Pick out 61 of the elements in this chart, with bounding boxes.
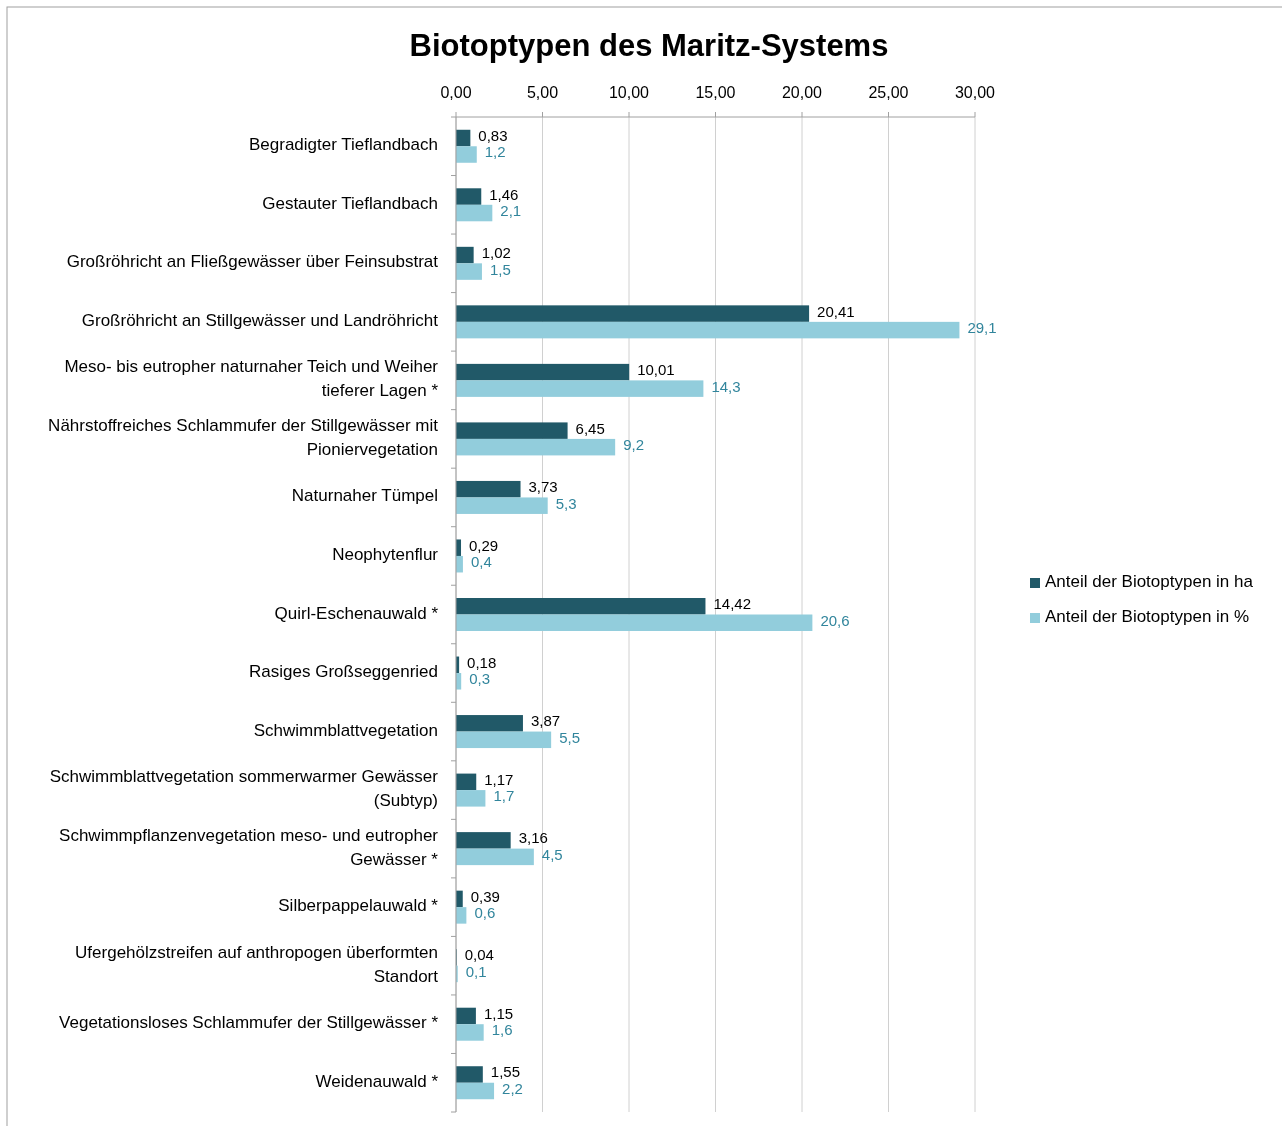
data-label: 3,16	[518, 829, 548, 847]
data-label: 29,1	[967, 319, 997, 337]
y-tick-label: Meso- bis eutropher naturnaher Teich und Weiher tieferer Lagen *	[64, 357, 439, 401]
data-label: 1,7	[493, 787, 515, 805]
data-label: 1,6	[491, 1021, 513, 1039]
x-tick-label: 30,00	[954, 84, 996, 101]
data-label: 0,29	[469, 536, 499, 554]
data-label: 0,18	[467, 653, 497, 671]
y-tick-label: Quirl-Eschenauwald *	[274, 603, 439, 623]
y-tick-label: Schwimmblattvegetation sommerwarmer Gewässer (Subtyp)	[49, 767, 439, 811]
y-tick-label: Vegetationsloses Schlammufer der Stillgewässer *	[59, 1013, 439, 1033]
data-label: 0,3	[469, 670, 491, 688]
data-label: 0,39	[470, 887, 500, 905]
data-label: 10,01	[637, 361, 675, 379]
x-tick-label: 10,00	[608, 84, 650, 101]
y-tick-label: Begradigter Tieflandbach	[248, 135, 438, 155]
y-tick-label: Ufergehölzstreifen auf anthropogen überformten Standort	[75, 943, 439, 987]
y-tick-label: Naturnaher Tümpel	[291, 486, 438, 506]
data-label: 0,83	[478, 126, 508, 144]
data-label: 1,17	[484, 770, 514, 788]
chart-title: Biotoptypen des Maritz-Systems	[409, 28, 889, 63]
data-label: 3,73	[528, 478, 558, 496]
data-label: 1,15	[483, 1004, 514, 1022]
y-tick-label: Weidenauwald *	[315, 1072, 439, 1092]
x-tick-label: 0,00	[440, 84, 472, 101]
data-label: 2,2	[502, 1079, 523, 1097]
x-tick-label: 5,00	[526, 84, 559, 101]
data-label: 5,5	[559, 728, 581, 746]
x-tick-label: 15,00	[695, 84, 736, 101]
y-tick-label: Rasiges Großseggenried	[249, 662, 438, 682]
data-label: 20,41	[817, 302, 855, 320]
y-tick-label: Schwimmblattvegetation	[253, 721, 438, 741]
data-label: 0,1	[465, 962, 487, 980]
y-tick-label: Neophytenflur	[332, 545, 439, 565]
data-label: 4,5	[541, 845, 563, 863]
data-label: 9,2	[623, 436, 645, 454]
data-label: 0,04	[464, 946, 494, 964]
y-tick-label: Großröhricht an Fließgewässer über Feinsubstrat	[66, 252, 439, 272]
data-label: 14,3	[711, 377, 741, 395]
legend-label: Anteil der Biotoptypen in ha	[1045, 572, 1254, 592]
y-tick-label: Silberpappelauwald *	[278, 896, 439, 916]
data-label: 0,6	[474, 904, 496, 922]
x-tick-label: 20,00	[781, 84, 823, 101]
legend-label: Anteil der Biotoptypen in %	[1045, 607, 1250, 627]
data-label: 14,42	[713, 595, 752, 613]
data-label: 3,87	[530, 712, 561, 730]
y-tick-label: Schwimmpflanzenvegetation meso- und eutropher Gewässer *	[59, 826, 439, 870]
x-tick-label: 25,00	[868, 84, 909, 101]
data-label: 2,1	[500, 202, 522, 220]
data-label: 1,46	[489, 185, 519, 203]
y-tick-label: Gestauter Tieflandbach	[262, 194, 438, 214]
y-tick-label: Großröhricht an Stillgewässer und Landröhricht	[81, 311, 439, 331]
data-label: 1,2	[484, 143, 506, 161]
data-label: 20,6	[820, 611, 850, 629]
y-tick-label: Nährstoffreiches Schlammufer der Stillgewässer mit Pioniervegetation	[48, 416, 439, 460]
data-label: 1,5	[489, 260, 511, 278]
data-label: 5,3	[555, 494, 577, 512]
data-label: 1,55	[490, 1063, 521, 1081]
data-label: 1,02	[481, 244, 511, 262]
data-label: 6,45	[575, 419, 605, 437]
data-label: 0,4	[470, 553, 492, 571]
